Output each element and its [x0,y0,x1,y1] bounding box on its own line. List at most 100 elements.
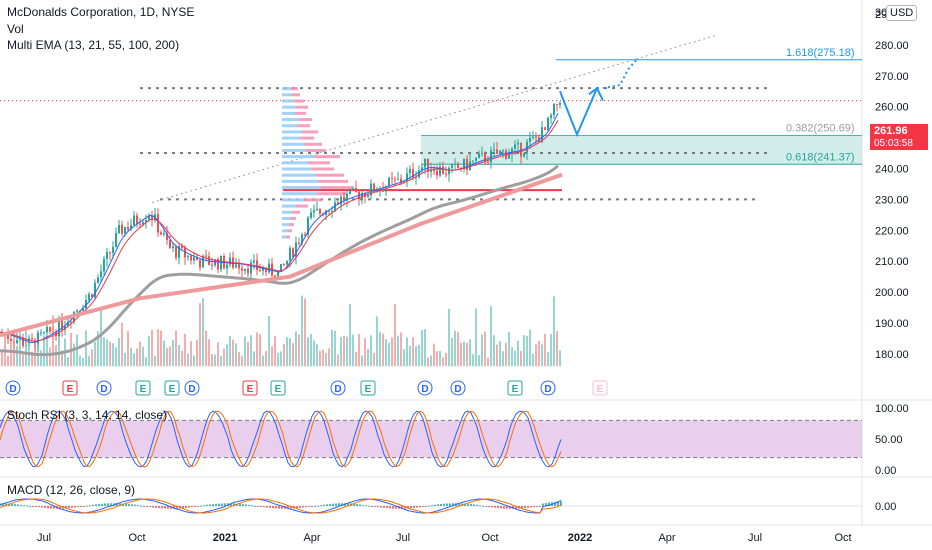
volume-bar [412,337,414,367]
volume-bar [547,352,549,367]
macd-histogram-bar [437,504,439,506]
volume-profile-bar [282,87,291,91]
candle-body [61,319,63,330]
volume-bar [196,339,198,367]
macd-histogram-bar [338,503,340,506]
volume-bar [529,329,531,367]
candle-body [169,240,171,248]
macd-histogram-bar [320,505,322,507]
volume-bar [367,348,369,367]
macd-histogram-bar [473,504,475,506]
macd-histogram-bar [38,506,40,508]
macd-histogram-bar [65,506,67,509]
candle-body [97,277,99,283]
candle-body [40,332,42,334]
volume-bar [337,354,339,367]
price-tick-label: 30 [875,7,887,19]
stoch-tick-label: 100.00 [875,403,909,415]
ema-legend[interactable]: Multi EMA (13, 21, 55, 100, 200) [7,38,180,52]
macd-histogram-bar [23,505,25,507]
dividend-marker-label: D [9,384,16,395]
macd-histogram-bar [527,506,529,508]
volume-bar [268,316,270,367]
macd-histogram-bar [146,506,148,507]
volume-bar [91,349,93,367]
macd-histogram-bar [197,506,199,507]
volume-profile-bar [289,223,294,227]
volume-bar [109,341,111,367]
volume-profile-bar [290,216,296,220]
volume-bar [166,348,168,367]
ema21-line [0,119,559,342]
volume-bar [199,303,201,367]
volume-legend[interactable]: Vol [7,22,24,36]
candle-body [514,144,516,149]
macd-histogram-bar [347,503,349,506]
candle-body [367,195,369,197]
macd-histogram-bar [317,505,319,507]
macd-histogram-bar [407,506,409,509]
candle-body [436,170,438,176]
volume-bar [406,337,408,367]
volume-bar [364,338,366,367]
candle-body [448,167,450,175]
macd-histogram-bar [494,506,496,508]
macd-histogram-bar [305,506,307,508]
macd-histogram-bar [41,506,43,508]
earnings-marker-label: E [275,384,282,395]
macd-histogram-bar [68,506,70,509]
volume-bar [319,350,321,367]
macd-histogram-bar [548,502,550,506]
time-tick-label: Jul [748,532,762,544]
volume-bar [214,354,216,367]
candle-body [178,245,180,258]
volume-bar [532,353,534,367]
candle-body [433,170,435,172]
candle-body [250,262,252,274]
symbol-legend[interactable]: McDonalds Corporation, 1D, NYSE [7,5,195,19]
volume-bar [19,328,21,367]
price-tick-label: 200.00 [875,287,909,299]
macd-histogram-bar [335,503,337,506]
candle-body [289,248,291,261]
candle-body [331,210,333,212]
volume-profile-bar [306,148,326,152]
candle-body [142,222,144,225]
price-tick-label: 220.00 [875,225,909,237]
candle-body [82,308,84,311]
candle-body [529,137,531,142]
volume-bar [277,352,279,367]
candle-body [154,214,156,220]
volume-bar [145,357,147,367]
currency-button[interactable]: USD [886,5,918,21]
macd-histogram-bar [416,506,418,508]
volume-bar [382,333,384,367]
volume-bar [67,357,69,367]
macd-histogram-bar [185,506,187,509]
volume-bar [7,355,9,367]
volume-bar [358,334,360,367]
volume-bar [373,352,375,367]
volume-profile-bar [318,179,348,183]
volume-bar [169,346,171,367]
volume-bar [40,350,42,367]
stoch-rsi-legend[interactable]: Stoch RSI (3, 3, 14, 14, close) [7,408,168,422]
volume-profile-bar [282,204,296,208]
volume-bar [442,357,444,367]
macd-histogram-bar [521,506,523,509]
macd-histogram-bar [554,501,556,506]
candle-body [481,152,483,154]
earnings-marker [270,380,286,396]
macd-histogram-bar [176,506,178,509]
volume-profile-bar [304,198,322,202]
candle-body [328,210,330,212]
macd-histogram-bar [218,503,220,506]
macd-histogram-bar [44,506,46,508]
candle-body [472,160,474,162]
volume-bar [520,350,522,367]
volume-bar [286,337,288,367]
volume-profile-bar [282,93,292,97]
macd-legend[interactable]: MACD (12, 26, close, 9) [7,483,136,497]
candle-body [244,268,246,271]
